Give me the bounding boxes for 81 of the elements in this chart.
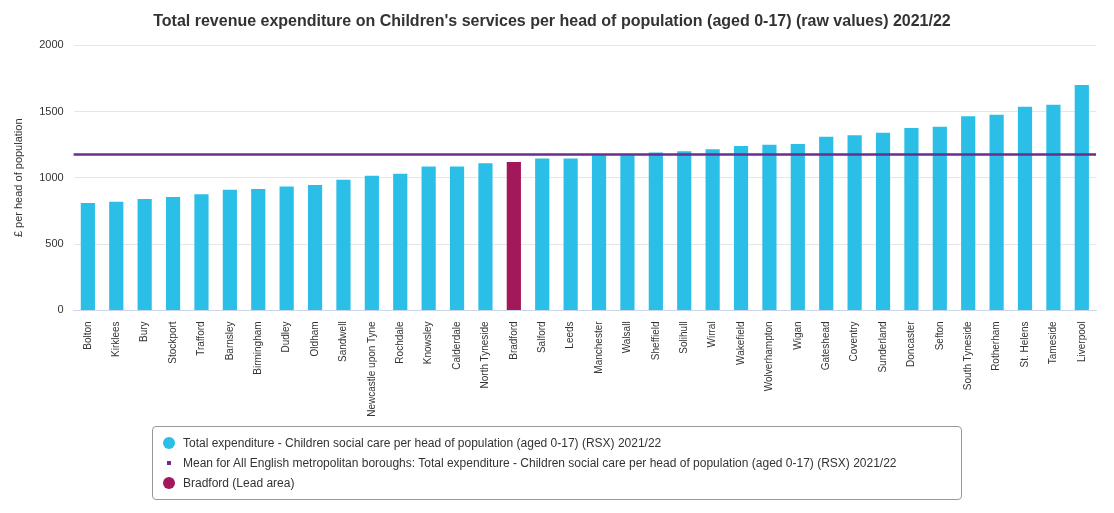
x-tick-label: Salford [535,321,547,354]
bar [620,155,635,310]
y-tick-label: 1000 [39,170,64,183]
bar [478,163,493,310]
chart-title: Total revenue expenditure on Children's services per head of population (aged 0-17) (raw values) 2021/22 [153,12,951,30]
x-tick-label: Coventry [848,321,860,362]
bar [762,144,777,310]
x-tick-label: St. Helens [1018,321,1030,368]
x-tick-label: Sefton [933,321,945,351]
bar [1074,84,1089,310]
x-tick-label: Trafford [195,321,207,356]
y-tick-label: 500 [45,237,64,250]
x-tick-label: Gateshead [819,321,831,371]
x-tick-label: Liverpool [1075,321,1087,362]
x-tick-label: Stockport [166,321,178,364]
bar [790,143,805,310]
bar [336,179,351,310]
x-tick-label: Wigan [791,321,803,350]
bar [1017,106,1033,310]
y-tick-label: 2000 [39,38,64,51]
bar [194,194,209,310]
x-tick-label: Kirklees [110,321,122,357]
x-tick-label: Birmingham [252,321,264,375]
bar [961,116,976,310]
x-tick-label: Wirral [706,321,718,348]
x-tick-label: Solihull [677,321,689,354]
x-tick-label: Calderdale [450,320,462,370]
bar [847,135,862,310]
x-tick-label: North Tyneside [479,320,491,389]
bar [535,158,550,310]
legend-label: Mean for All English metropolitan boroughs: Total expenditure - Children social care per head of population (aged 0-17) (RSX) 2021/22 [183,456,897,470]
bar [307,185,323,310]
y-tick-label: 0 [57,303,64,316]
x-tick-label: Doncaster [905,320,917,367]
bar [904,128,919,310]
x-tick-label: Sheffield [649,321,661,361]
x-tick-label: South Tyneside [961,320,973,391]
bar [449,166,465,310]
bar [819,136,834,310]
x-tick-label: Manchester [592,320,604,374]
bar [677,151,692,310]
bar [222,189,237,310]
x-tick-label: Sunderland [876,321,888,373]
bar [364,175,379,310]
x-tick-label: Wolverhampton [763,321,775,392]
legend-label: Total expenditure - Children social care per head of population (aged 0-17) (RSX) 2021/22 [183,436,662,450]
y-tick-label: 1500 [39,104,64,117]
bar [109,201,124,310]
bar [393,173,408,310]
x-tick-label: Walsall [621,321,633,354]
legend-label: Bradford (Lead area) [183,476,295,490]
bar [1046,104,1061,310]
x-tick-label: Bradford [507,321,519,360]
bar [165,197,181,310]
x-tick-label: Dudley [280,321,292,353]
bar [989,114,1004,310]
x-tick-label: Rotherham [990,321,1002,371]
bar [506,161,521,310]
bar [932,126,947,310]
x-tick-label: Barnsley [223,321,235,361]
x-tick-label: Leeds [564,321,576,349]
x-tick-label: Bolton [81,321,93,350]
bar [733,145,749,310]
y-axis-title: £ per head of population [11,118,24,238]
bar [80,202,95,310]
x-tick-label: Rochdale [394,320,405,364]
bar [591,155,607,310]
bar [421,166,436,310]
bar [563,158,578,310]
x-tick-label: Sandwell [337,321,349,362]
bar [251,189,266,310]
x-tick-label: Knowsley [422,321,434,365]
bar [137,199,152,310]
x-tick-label: Bury [138,321,150,342]
bar [875,132,891,310]
bar [705,149,720,310]
x-tick-label: Oldham [308,321,320,357]
x-tick-label: Tameside [1047,320,1059,365]
x-tick-label: Newcastle upon Tyne [365,320,377,417]
bar [279,186,294,310]
x-tick-label: Wakefield [734,321,746,365]
